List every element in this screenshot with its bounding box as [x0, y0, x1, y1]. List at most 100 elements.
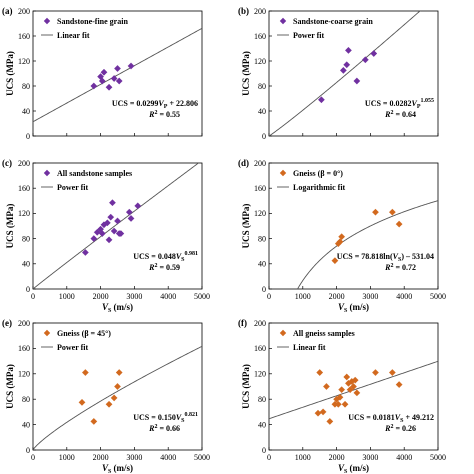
- data-point: [336, 238, 344, 246]
- data-point: [316, 369, 324, 376]
- data-point: [98, 77, 106, 85]
- data-point: [81, 369, 89, 376]
- y-tick-label: 120: [18, 57, 30, 66]
- data-point: [343, 61, 351, 69]
- x-tick-label: 4000: [160, 453, 176, 462]
- data-point: [345, 46, 352, 54]
- data-point: [395, 381, 403, 389]
- y-axis-label: UCS (MPa): [5, 204, 15, 249]
- plot-frame: [268, 162, 439, 290]
- x-tick-label: 2000: [93, 292, 109, 301]
- y-tick-label: 120: [254, 57, 266, 66]
- x-tick-label: 2000: [329, 292, 345, 301]
- y-tick-label: 200: [18, 159, 30, 168]
- y-tick-label: 160: [254, 184, 266, 193]
- r-squared: R2 = 0.55: [148, 110, 180, 119]
- y-tick-label: 80: [22, 395, 30, 404]
- fit-line: [269, 360, 438, 420]
- data-point: [103, 219, 111, 227]
- x-tick-label: 4000: [160, 292, 176, 301]
- fit-equation: UCS = 0.0299VP + 22.806: [112, 99, 198, 110]
- legend-label-series: All sandstone samples: [57, 169, 132, 178]
- data-point: [115, 369, 123, 376]
- y-tick-label: 120: [254, 209, 266, 218]
- r-squared: R2 = 0.64: [384, 110, 416, 119]
- data-point: [90, 235, 98, 243]
- y-tick-label: 80: [258, 82, 266, 91]
- fit-equation: UCS = 0.048VS0.981​: [133, 251, 198, 263]
- x-tick-label: 5000: [194, 292, 210, 301]
- legend-label-series: Gneiss (β = 45°): [57, 329, 111, 338]
- y-tick-label: 0: [26, 132, 30, 141]
- data-point: [388, 369, 396, 376]
- panel-label: (e): [2, 318, 12, 328]
- data-point: [350, 383, 357, 390]
- fit-line: [33, 345, 202, 450]
- data-point: [90, 82, 98, 90]
- legend-label-fit: Power fit: [293, 31, 325, 40]
- data-point: [110, 394, 118, 402]
- data-point: [341, 400, 349, 408]
- x-tick-label: 5000: [430, 292, 446, 301]
- panel-label: (a): [2, 6, 13, 16]
- y-axis-label: UCS (MPa): [241, 204, 251, 249]
- data-point: [110, 75, 118, 82]
- data-point: [370, 50, 378, 57]
- y-tick-label: 0: [262, 132, 266, 141]
- fit-line: [296, 200, 438, 289]
- plot-frame: [268, 322, 439, 451]
- y-axis-label: UCS (MPa): [241, 51, 251, 96]
- y-tick-label: 120: [18, 370, 30, 379]
- y-tick-label: 200: [254, 159, 266, 168]
- y-tick-label: 200: [18, 319, 30, 328]
- x-tick-label: 2000: [329, 453, 345, 462]
- legend-marker: [43, 329, 51, 337]
- x-tick-label: 2000: [93, 453, 109, 462]
- x-axis-label: VS (m/s): [102, 302, 133, 314]
- x-tick-label: 4000: [396, 453, 412, 462]
- fit-equation: UCS = 0.150VS0.821​: [133, 412, 198, 424]
- data-point: [81, 249, 89, 256]
- y-tick-label: 160: [254, 344, 266, 353]
- x-tick-label: 0: [31, 453, 35, 462]
- data-point: [338, 233, 346, 241]
- data-point: [351, 376, 359, 384]
- data-point: [326, 418, 334, 425]
- data-point: [127, 215, 135, 222]
- data-point: [314, 409, 322, 417]
- data-point: [98, 230, 106, 237]
- panel-label: (c): [2, 158, 12, 168]
- fit-line: [33, 27, 202, 123]
- x-tick-label: 5000: [194, 453, 210, 462]
- data-point: [105, 236, 113, 244]
- y-tick-label: 40: [258, 260, 266, 269]
- fit-equation: UCS = 78.818ln(VS) – 531.04: [337, 252, 434, 263]
- legend-label-fit: Linear fit: [57, 31, 90, 40]
- y-tick-label: 0: [26, 446, 30, 455]
- x-tick-label: 1000: [59, 292, 75, 301]
- legend-marker: [279, 169, 287, 177]
- r-squared: R2 = 0.72: [384, 263, 416, 272]
- data-point: [317, 96, 325, 104]
- data-point: [78, 398, 86, 406]
- y-tick-label: 40: [258, 420, 266, 429]
- data-point: [319, 408, 327, 416]
- data-point: [90, 418, 98, 425]
- r-squared: R2 = 0.26: [384, 424, 416, 433]
- data-point: [331, 257, 339, 265]
- x-tick-label: 1000: [295, 453, 311, 462]
- legend-label-series: Sandstone-coarse grain: [293, 17, 373, 26]
- data-point: [338, 386, 346, 394]
- y-axis-label: UCS (MPa): [5, 364, 15, 409]
- y-tick-label: 120: [18, 209, 30, 218]
- data-point: [105, 83, 113, 91]
- y-tick-label: 200: [254, 319, 266, 328]
- r-squared: R2 = 0.59: [148, 263, 180, 272]
- x-axis-label: VS (m/s): [338, 463, 369, 474]
- data-point: [336, 393, 344, 401]
- y-tick-label: 40: [22, 107, 30, 116]
